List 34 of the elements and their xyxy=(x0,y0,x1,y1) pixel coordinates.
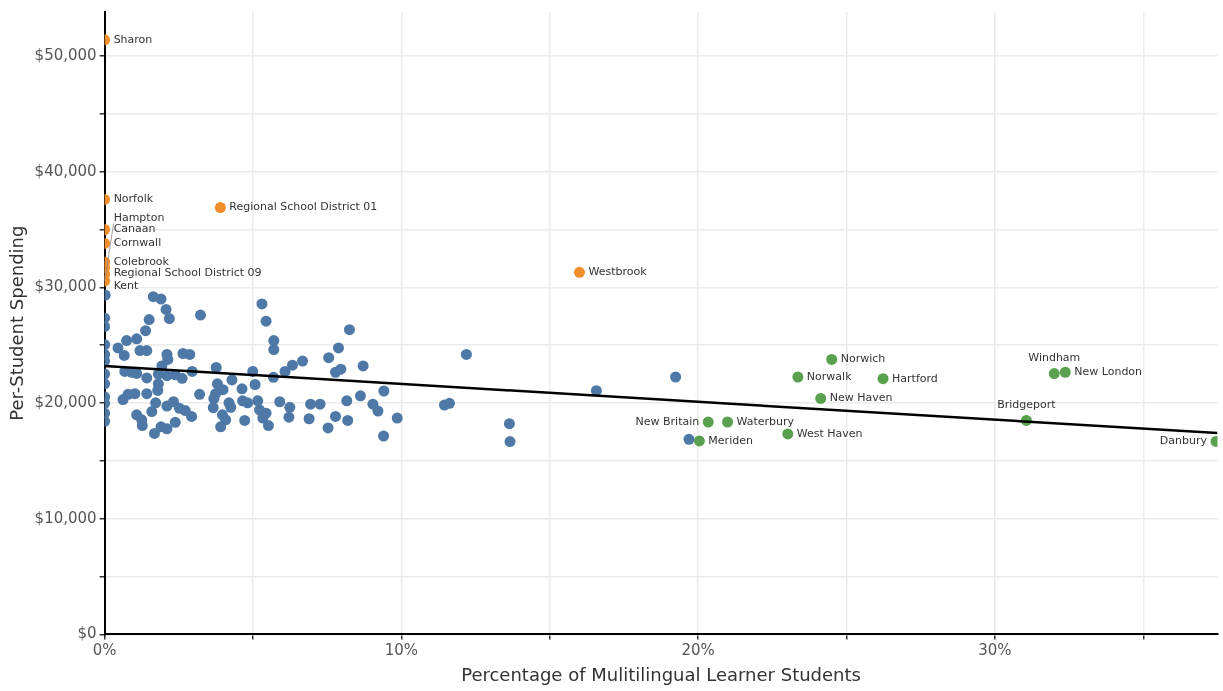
annotation: Meriden xyxy=(708,433,753,447)
x-tick-label: 30% xyxy=(978,641,1012,660)
annotation: Westbrook xyxy=(588,265,648,279)
annotation: Norwalk xyxy=(806,369,853,383)
annotation: Regional School District 01 xyxy=(229,200,378,214)
y-axis-title: Per-Student Spending xyxy=(6,225,28,421)
y-tick-label: $30,000 xyxy=(34,277,97,296)
y-tick-label: $20,000 xyxy=(34,392,97,411)
annotation: Norwich xyxy=(840,352,886,366)
x-tick-label: 10% xyxy=(384,641,419,660)
annotation: New Haven xyxy=(829,391,893,405)
annotation: Colebrook xyxy=(113,254,170,268)
annotation: Hampton xyxy=(113,210,165,224)
y-tick-label: $10,000 xyxy=(34,508,97,527)
annotation: Hartford xyxy=(892,371,938,385)
x-tick-label: 20% xyxy=(681,641,715,660)
annotation: Regional School District 09 xyxy=(113,266,262,280)
annotation: Sharon xyxy=(113,32,153,46)
y-tick-label: $50,000 xyxy=(34,45,97,64)
annotation: Cornwall xyxy=(113,236,162,250)
annotation: New London xyxy=(1074,365,1143,379)
annotation: Windham xyxy=(1028,351,1081,365)
x-tick-label: 0% xyxy=(92,641,117,660)
annotation: Waterbury xyxy=(736,414,795,428)
y-tick-label: $0 xyxy=(77,624,97,643)
annotation: Danbury xyxy=(1159,434,1208,448)
annotation: Kent xyxy=(113,279,140,293)
annotation: Canaan xyxy=(113,222,156,236)
x-axis-title: Percentage of Mulitilingual Learner Students xyxy=(461,663,861,685)
annotation: Bridgeport xyxy=(997,398,1057,412)
y-tick-label: $40,000 xyxy=(34,161,97,180)
annotation: New Britain xyxy=(635,414,700,428)
annotation: West Haven xyxy=(796,426,863,440)
annotation: Norfolk xyxy=(113,192,154,206)
